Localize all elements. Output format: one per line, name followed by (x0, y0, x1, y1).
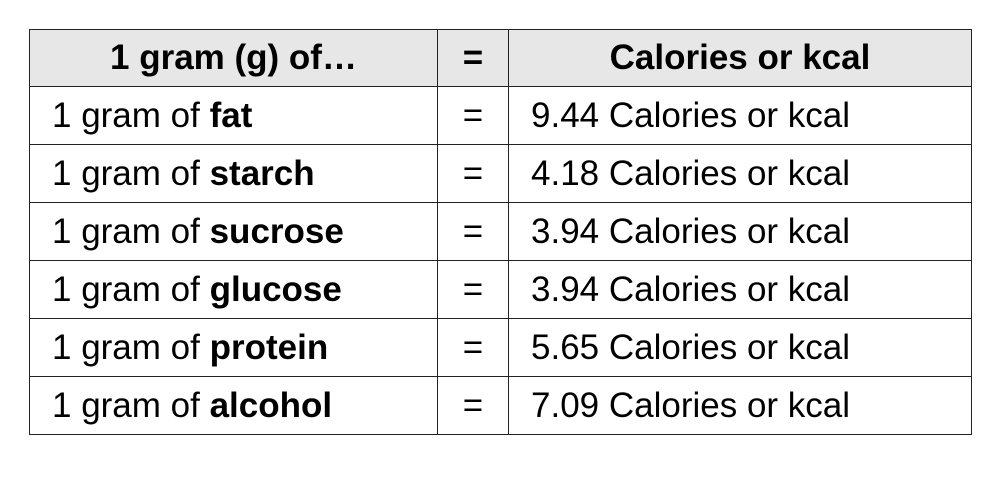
item-cell: 1 gram of fat (29, 86, 438, 145)
equals-cell: = (437, 86, 509, 145)
calorie-table: 1 gram (g) of… = Calories or kcal 1 gram… (29, 29, 972, 435)
item-prefix: 1 gram of (52, 385, 200, 425)
item-cell: 1 gram of alcohol (29, 376, 438, 435)
calorie-cell: 5.65 Calories or kcal (508, 318, 972, 377)
header-row: 1 gram (g) of… = Calories or kcal (29, 29, 972, 87)
equals-cell: = (437, 202, 509, 261)
item-name: starch (209, 153, 315, 193)
equals-cell: = (437, 144, 509, 203)
header-cell: 1 gram (g) of… (29, 29, 438, 87)
equals-cell: = (437, 318, 509, 377)
item-name: fat (209, 95, 253, 135)
item-name: glucose (209, 269, 342, 309)
item-cell: 1 gram of protein (29, 318, 438, 377)
item-prefix: 1 gram of (52, 269, 200, 309)
item-cell: 1 gram of starch (29, 144, 438, 203)
table-row: 1 gram of alcohol = 7.09 Calories or kcal (29, 376, 972, 435)
calorie-cell: 7.09 Calories or kcal (508, 376, 972, 435)
table-row: 1 gram of fat = 9.44 Calories or kcal (29, 86, 972, 145)
table-row: 1 gram of protein = 5.65 Calories or kcal (29, 318, 972, 377)
table-header: 1 gram (g) of… = Calories or kcal (29, 29, 972, 87)
header-cell: = (437, 29, 509, 87)
calorie-cell: 3.94 Calories or kcal (508, 260, 972, 319)
item-name: sucrose (209, 211, 344, 251)
table-row: 1 gram of glucose = 3.94 Calories or kcal (29, 260, 972, 319)
table-body: 1 gram of fat = 9.44 Calories or kcal 1 gra… (29, 86, 972, 435)
calorie-cell: 4.18 Calories or kcal (508, 144, 972, 203)
item-prefix: 1 gram of (52, 211, 200, 251)
table-row: 1 gram of starch = 4.18 Calories or kcal (29, 144, 972, 203)
item-prefix: 1 gram of (52, 327, 200, 367)
item-cell: 1 gram of glucose (29, 260, 438, 319)
table-row: 1 gram of sucrose = 3.94 Calories or kcal (29, 202, 972, 261)
item-prefix: 1 gram of (52, 95, 200, 135)
item-name: alcohol (209, 385, 333, 425)
calorie-cell: 3.94 Calories or kcal (508, 202, 972, 261)
calorie-cell: 9.44 Calories or kcal (508, 86, 972, 145)
header-cell: Calories or kcal (508, 29, 972, 87)
item-cell: 1 gram of sucrose (29, 202, 438, 261)
item-prefix: 1 gram of (52, 153, 200, 193)
equals-cell: = (437, 260, 509, 319)
equals-cell: = (437, 376, 509, 435)
item-name: protein (209, 327, 329, 367)
